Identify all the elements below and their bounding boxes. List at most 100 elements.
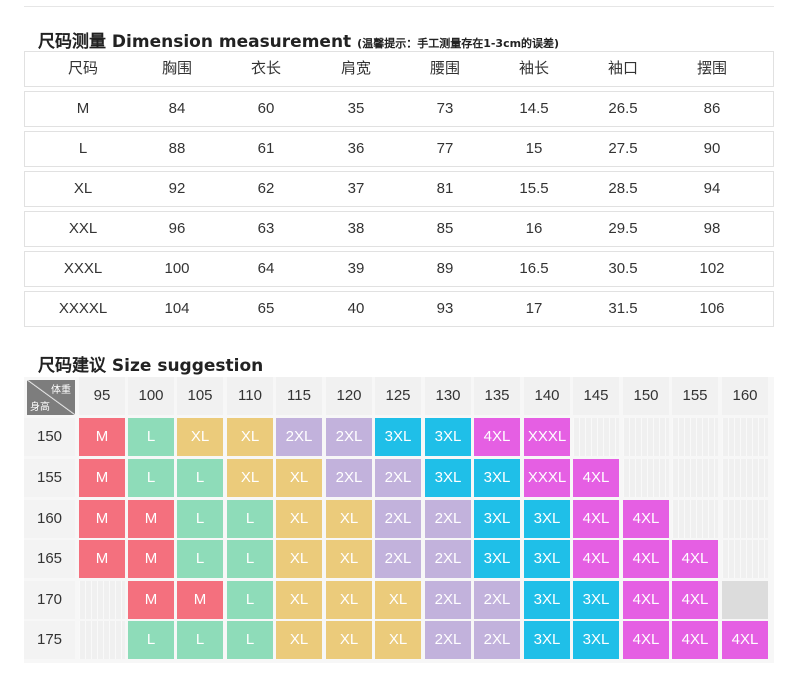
size-cell: L (128, 621, 174, 659)
size-cell: XL (326, 500, 372, 538)
weight-header: 105 (177, 377, 223, 415)
height-header: 175 (24, 621, 75, 659)
corner-header: 体重 身高 (27, 380, 75, 415)
size-cell: 3XL (573, 621, 619, 659)
size-cell: 2XL (425, 540, 471, 578)
weight-header: 115 (276, 377, 322, 415)
dimension-header-row: 尺码 胸围 衣长 肩宽 腰围 袖长 袖口 摆围 (24, 51, 774, 87)
size-cell: 2XL (425, 500, 471, 538)
size-cell: 3XL (524, 500, 570, 538)
size-cell: L (177, 459, 223, 497)
weight-header: 155 (672, 377, 718, 415)
dimension-cell: 26.5 (608, 100, 638, 117)
size-cell: M (79, 418, 125, 456)
size-cell: XL (276, 459, 322, 497)
dimension-table: 尺码 胸围 衣长 肩宽 腰围 袖长 袖口 摆围 M 84 60 35 73 14.5 26.5 86 L 88 61… (24, 51, 774, 331)
size-cell: XL (326, 581, 372, 619)
empty-cell (722, 459, 768, 497)
size-cell: 3XL (474, 459, 520, 497)
dimension-note: (温馨提示：手工测量存在1-3cm的误差) (357, 37, 560, 50)
dimension-cell: 36 (347, 140, 365, 157)
size-cell: 2XL (425, 621, 471, 659)
weight-header: 140 (524, 377, 570, 415)
dimension-cell: 96 (168, 220, 186, 237)
size-cell: 4XL (672, 621, 718, 659)
dimension-header-cell: 胸围 (161, 60, 192, 77)
dimension-cell: 16.5 (519, 260, 549, 277)
empty-cell (573, 418, 619, 456)
height-header: 155 (24, 459, 75, 497)
size-cell: L (177, 540, 223, 578)
dimension-cell: XL (73, 180, 93, 197)
dimension-cell: XXXXL (58, 300, 108, 317)
size-cell: XL (276, 581, 322, 619)
dimension-cell: 16 (525, 220, 543, 237)
dimension-row: XL 92 62 37 81 15.5 28.5 94 (24, 171, 774, 207)
dimension-cell: 17 (525, 300, 543, 317)
dimension-cell: 37 (347, 180, 365, 197)
weight-header: 125 (375, 377, 421, 415)
corner-diagonal (27, 380, 75, 415)
empty-cell (623, 418, 669, 456)
dimension-cell: 30.5 (608, 260, 638, 277)
suggestion-title: 尺码建议 Size suggestion (38, 356, 264, 376)
empty-cell (722, 540, 768, 578)
height-header: 160 (24, 500, 75, 538)
dimension-heading: 尺码测量 Dimension measurement (温馨提示：手工测量存在1-… (38, 27, 559, 52)
size-cell: XXXL (524, 459, 570, 497)
size-cell: 4XL (672, 540, 718, 578)
size-cell: 4XL (623, 540, 669, 578)
size-cell: 2XL (375, 540, 421, 578)
dimension-cell: 29.5 (608, 220, 638, 237)
size-cell: M (128, 581, 174, 619)
size-cell: XL (276, 540, 322, 578)
dimension-cell: L (78, 140, 88, 157)
dimension-cell: 28.5 (608, 180, 638, 197)
dimension-header-cell: 袖长 (518, 60, 549, 77)
dimension-cell: 63 (257, 220, 275, 237)
size-cell: 3XL (524, 581, 570, 619)
top-divider (24, 6, 774, 7)
size-cell: 2XL (276, 418, 322, 456)
size-cell: M (79, 500, 125, 538)
size-cell: XXXL (524, 418, 570, 456)
dimension-cell: 31.5 (608, 300, 638, 317)
size-cell: M (128, 540, 174, 578)
dimension-cell: 85 (436, 220, 454, 237)
size-cell: XL (227, 418, 273, 456)
size-cell: XL (276, 500, 322, 538)
dimension-cell: 73 (436, 100, 454, 117)
weight-header: 145 (573, 377, 619, 415)
dimension-cell: 93 (436, 300, 454, 317)
empty-cell (623, 459, 669, 497)
empty-cell (79, 581, 125, 619)
dimension-cell: 15.5 (519, 180, 549, 197)
dimension-cell: 92 (168, 180, 186, 197)
size-cell: 4XL (573, 540, 619, 578)
dimension-row: XXXXL 104 65 40 93 17 31.5 106 (24, 291, 774, 327)
dimension-cell: 15 (525, 140, 543, 157)
size-cell: XL (227, 459, 273, 497)
size-cell: 4XL (623, 621, 669, 659)
size-cell: 3XL (524, 621, 570, 659)
height-header: 150 (24, 418, 75, 456)
dimension-cell: 14.5 (519, 100, 549, 117)
empty-cell (79, 621, 125, 659)
size-cell: 2XL (425, 581, 471, 619)
dimension-cell: 27.5 (608, 140, 638, 157)
dimension-cell: 89 (436, 260, 454, 277)
dimension-cell: 106 (699, 300, 725, 317)
dimension-header-cell: 摆围 (696, 60, 727, 77)
empty-cell (722, 500, 768, 538)
size-cell: 2XL (326, 418, 372, 456)
dimension-cell: M (76, 100, 90, 117)
dimension-header-cell: 衣长 (250, 60, 281, 77)
dimension-cell: 39 (347, 260, 365, 277)
size-cell: 4XL (474, 418, 520, 456)
size-cell: M (79, 459, 125, 497)
dimension-header-cell: 袖口 (607, 60, 638, 77)
size-cell: XL (276, 621, 322, 659)
size-cell: L (227, 500, 273, 538)
dimension-cell: 77 (436, 140, 454, 157)
size-cell: L (227, 581, 273, 619)
